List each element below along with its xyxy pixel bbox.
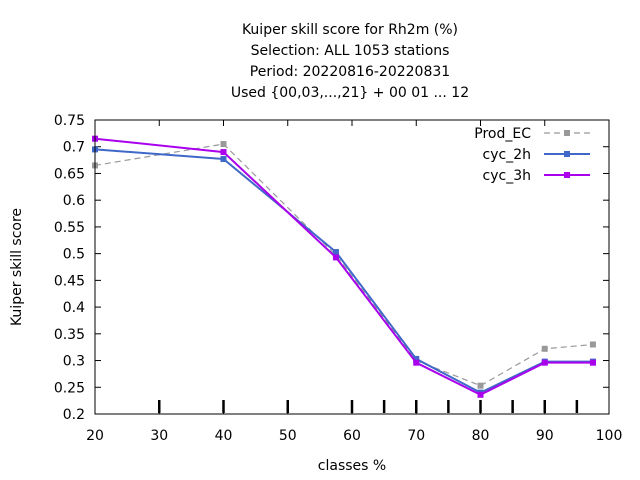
y-tick-label: 0.65: [54, 166, 85, 182]
chart-title-line: Selection: ALL 1053 stations: [251, 43, 450, 59]
x-tick-label: 70: [407, 428, 425, 444]
x-tick-label: 40: [215, 428, 233, 444]
y-tick-label: 0.75: [54, 113, 85, 129]
y-axis-ticks: 0.2 0.25 0.3 0.35 0.4 0.45 0.5 0.55 0.6 0.65 0.7 0.…: [54, 113, 609, 423]
data-point-Prod_EC: [589, 341, 596, 348]
data-point-cyc_3h: [413, 359, 420, 366]
y-tick-label: 0.6: [63, 193, 85, 209]
x-tick-label: 20: [86, 428, 104, 444]
x-tick-label: 100: [596, 428, 623, 444]
legend-swatch-marker: [564, 172, 570, 178]
chart-title: Kuiper skill score for Rh2m (%) Selection…: [231, 22, 469, 101]
data-point-cyc_2h: [220, 156, 227, 163]
x-tick-label: 30: [150, 428, 168, 444]
y-tick-label: 0.2: [63, 407, 85, 423]
y-tick-label: 0.4: [63, 300, 85, 316]
legend-swatch-marker: [564, 130, 570, 136]
data-point-cyc_2h: [413, 355, 420, 362]
y-axis-label: Kuiper skill score: [9, 208, 25, 326]
data-point-Prod_EC: [541, 345, 548, 352]
chart-title-line: Period: 20220816-20220831: [250, 64, 450, 80]
legend-label: cyc_2h: [483, 147, 531, 163]
x-tick-label: 60: [343, 428, 361, 444]
x-tick-label: 50: [279, 428, 297, 444]
plot-frame: [94, 119, 610, 415]
data-point-cyc_2h: [332, 249, 339, 256]
legend-label: cyc_3h: [483, 168, 531, 184]
x-tick-label: 90: [536, 428, 554, 444]
chart-title-line: Used {00,03,...,21} + 00 01 ... 12: [231, 85, 469, 101]
y-tick-label: 0.55: [54, 220, 85, 236]
legend-label: Prod_EC: [474, 126, 531, 142]
y-tick-label: 0.25: [54, 380, 85, 396]
x-tick-label: 80: [472, 428, 490, 444]
y-tick-label: 0.5: [63, 247, 85, 263]
data-point-cyc_3h: [220, 149, 227, 156]
chart-title-line: Kuiper skill score for Rh2m (%): [242, 22, 458, 38]
legend-swatch-marker: [564, 151, 570, 157]
data-point-Prod_EC: [220, 141, 227, 148]
y-tick-label: 0.45: [54, 273, 85, 289]
y-tick-label: 0.3: [63, 354, 85, 370]
data-point-cyc_3h: [477, 391, 484, 398]
series-lines: [92, 135, 596, 398]
data-point-cyc_3h: [541, 359, 548, 366]
series-line-cyc_2h: [94, 148, 593, 394]
data-point-cyc_3h: [332, 254, 339, 261]
legend: Prod_EC cyc_2h cyc_3h: [474, 126, 590, 184]
data-point-cyc_3h: [589, 359, 596, 366]
x-axis-label: classes %: [318, 458, 386, 474]
x-minor-marks: [158, 400, 579, 413]
data-point-Prod_EC: [477, 382, 484, 389]
y-tick-label: 0.35: [54, 327, 85, 343]
y-tick-label: 0.7: [63, 140, 85, 156]
